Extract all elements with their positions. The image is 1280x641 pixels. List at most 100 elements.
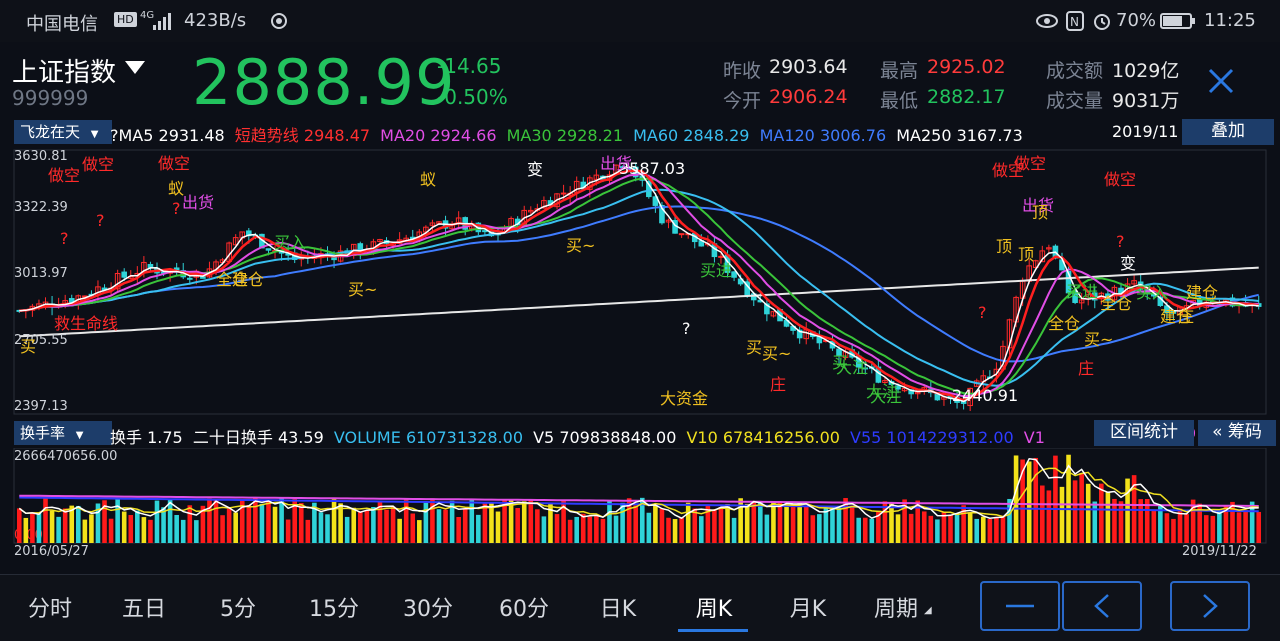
volume-bar xyxy=(626,498,632,543)
volume-bar xyxy=(95,503,101,543)
zoom-out-button[interactable] xyxy=(980,581,1060,631)
volume-bar xyxy=(790,503,796,543)
volume-bar xyxy=(423,501,429,543)
signal-label: 买~ xyxy=(348,280,378,299)
kline-chart[interactable] xyxy=(0,148,1280,416)
volume-bar xyxy=(180,519,186,543)
volume-bar xyxy=(574,516,579,543)
overlay-button[interactable]: 叠加 xyxy=(1182,119,1274,145)
volume-bar xyxy=(744,503,750,543)
ma60-value: 2848.29 xyxy=(683,126,750,145)
chevron-down-icon: ▼ xyxy=(90,129,99,140)
volume-bar xyxy=(49,510,55,543)
volume-bar xyxy=(528,499,534,543)
signal-label: 买进 xyxy=(1066,282,1099,301)
volume-bar xyxy=(521,501,527,543)
close-icon[interactable] xyxy=(1206,66,1236,96)
volume-bar xyxy=(1046,490,1052,543)
volume-chart[interactable] xyxy=(0,448,1280,544)
chips-button[interactable]: « 筹码 xyxy=(1198,420,1276,446)
volume-bar xyxy=(567,519,573,543)
scroll-left-button[interactable] xyxy=(1062,581,1142,631)
volume-bar xyxy=(233,512,238,543)
volume-bar xyxy=(994,516,999,543)
index-name[interactable]: 上证指数 xyxy=(12,58,117,88)
volume-bar xyxy=(364,510,370,543)
volume-bar xyxy=(948,514,953,543)
volume-bar xyxy=(928,515,934,543)
signal-label: 建仓 xyxy=(232,270,265,289)
signal-label: ? xyxy=(172,199,181,218)
volume-bar xyxy=(69,505,75,543)
volume-bar xyxy=(1085,483,1091,543)
tab-monthly[interactable]: 月K xyxy=(789,597,827,622)
volume-bar xyxy=(843,498,848,543)
hd-badge: HD xyxy=(114,12,137,27)
index-dropdown-icon[interactable] xyxy=(124,60,146,76)
tab-daily[interactable]: 日K xyxy=(599,597,637,622)
volume-bar xyxy=(784,505,789,543)
volume-bar xyxy=(1177,508,1183,543)
volume-bar xyxy=(36,512,42,543)
volume-bar xyxy=(187,505,193,543)
volume-bar xyxy=(403,498,409,543)
volume-bar xyxy=(1203,515,1209,543)
volume-label: VOLUME xyxy=(333,428,401,447)
signal-label: 顶 xyxy=(1018,245,1035,264)
candle-body xyxy=(186,277,193,280)
tab-5min[interactable]: 5分 xyxy=(220,597,256,622)
volume-bar xyxy=(1164,513,1170,543)
ma250-label: MA250 xyxy=(896,126,952,145)
signal-label: 蚁 xyxy=(168,179,185,198)
volume-bar xyxy=(226,508,232,543)
range-stats-button[interactable]: 区间统计 xyxy=(1094,420,1194,446)
v5-line xyxy=(18,457,1259,520)
volume-bar xyxy=(961,505,966,543)
signal-label: 大注 xyxy=(836,358,869,377)
candle-body xyxy=(665,219,672,223)
volume-bar xyxy=(417,520,422,543)
volume-bar xyxy=(600,518,606,543)
scroll-right-button[interactable] xyxy=(1170,581,1250,631)
volume-bar xyxy=(194,520,199,543)
volume-bar xyxy=(331,499,337,543)
minus-icon xyxy=(1006,604,1034,608)
volume-bar xyxy=(856,517,861,543)
v55-label: V55 xyxy=(850,428,882,447)
volume-value: 610731328.00 xyxy=(405,428,523,447)
candle-body xyxy=(895,385,901,390)
tab-30min[interactable]: 30分 xyxy=(403,597,453,622)
volume-bar xyxy=(121,511,127,543)
volume-bar xyxy=(1040,485,1045,543)
tab-intraday[interactable]: 分时 xyxy=(27,597,72,622)
price-axis-min: 2397.13 xyxy=(14,399,68,414)
volume-bar xyxy=(456,516,461,543)
volume-bar xyxy=(76,505,81,543)
volume-bar xyxy=(1151,510,1157,543)
tab-60min[interactable]: 60分 xyxy=(499,597,549,622)
main-indicator-selector[interactable]: 飞龙在天 ▼ xyxy=(14,120,112,144)
tab-five-day[interactable]: 五日 xyxy=(121,597,166,622)
volume-bar xyxy=(476,514,481,543)
volume-bar xyxy=(1256,511,1262,543)
high-price-marker: 3587.03 xyxy=(619,159,686,178)
turnover20-value: 43.59 xyxy=(277,428,324,447)
volume-bar xyxy=(469,500,475,543)
volume-bar xyxy=(1184,514,1189,543)
volume-bar xyxy=(685,502,691,543)
volume-indicator-selector[interactable]: 换手率 ▼ xyxy=(14,421,112,445)
tab-weekly[interactable]: 周K xyxy=(695,597,733,622)
volume-bar xyxy=(967,512,973,543)
volume-bar xyxy=(738,498,743,543)
volume-indicator-selector-label: 换手率 xyxy=(20,424,66,442)
signal-label: 买入 xyxy=(1136,283,1169,302)
tab-15min[interactable]: 15分 xyxy=(309,597,359,622)
volume-bar xyxy=(489,502,494,543)
alarm-icon xyxy=(1094,14,1110,30)
v5-label: V5 xyxy=(533,428,555,447)
signal-label: 大资金 xyxy=(660,389,709,408)
signal-label: 买~ xyxy=(762,344,792,363)
volume-bar xyxy=(200,505,206,543)
volume-bar xyxy=(115,499,120,543)
tab-period[interactable]: 周期 xyxy=(873,597,918,622)
